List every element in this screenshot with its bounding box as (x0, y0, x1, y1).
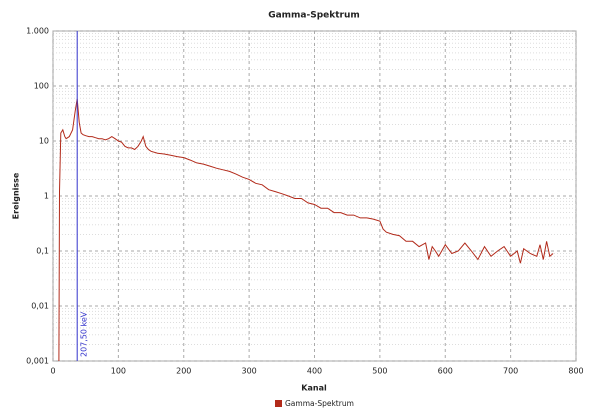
x-tick-label: 100 (111, 367, 126, 376)
data-line (58, 98, 554, 362)
y-tick-label: 0,1 (36, 247, 49, 256)
x-tick-label: 300 (241, 367, 256, 376)
x-axis-label: Kanal (301, 384, 327, 393)
marker-label: 207,50 keV (80, 311, 89, 357)
x-tick-label: 600 (438, 367, 453, 376)
y-tick-label: 100 (34, 82, 49, 91)
y-tick-label: 10 (39, 137, 49, 146)
y-tick-label: 0,001 (26, 357, 49, 366)
x-tick-label: 400 (307, 367, 322, 376)
y-tick-label: 1.000 (26, 27, 49, 36)
x-tick-label: 800 (568, 367, 583, 376)
x-tick-label: 500 (372, 367, 387, 376)
chart-title: Gamma-Spektrum (268, 11, 360, 21)
x-tick-label: 0 (50, 367, 55, 376)
x-tick-label: 200 (176, 367, 191, 376)
legend-label: Gamma-Spektrum (285, 399, 354, 408)
y-axis-label: Ereignisse (12, 172, 21, 219)
y-tick-label: 1 (44, 192, 49, 201)
y-tick-label: 0,01 (31, 302, 49, 311)
legend-swatch (275, 400, 282, 407)
x-tick-label: 700 (503, 367, 518, 376)
